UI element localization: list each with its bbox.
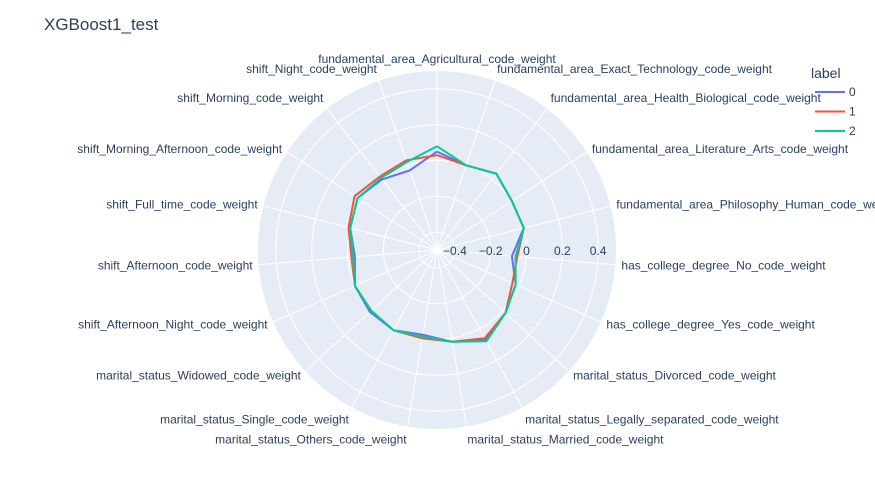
angular-gridline-11 [351, 249, 438, 408]
angular-axis-label-17: shift_Morning_code_weight [177, 91, 324, 105]
radial-tick-label-2: 0 [523, 244, 530, 258]
angular-gridline-6 [436, 249, 602, 323]
angular-gridline-2 [436, 108, 548, 251]
angular-axis-label-0: fundamental_area_Agricultural_code_weigh… [318, 52, 556, 66]
angular-axis-labels: fundamental_area_Agricultural_code_weigh… [77, 52, 875, 447]
angular-gridline-16 [286, 151, 438, 251]
angular-axis-label-16: shift_Morning_Afternoon_code_weight [77, 142, 282, 156]
angular-gridline-8 [436, 249, 523, 408]
legend-item-1[interactable]: 1 [815, 105, 856, 119]
angular-axis-label-13: shift_Afternoon_Night_code_weight [78, 317, 268, 331]
angular-axis-label-10: marital_status_Others_code_weight [215, 433, 407, 447]
angular-axis-label-8: marital_status_Legally_separated_code_we… [525, 413, 779, 427]
radial-tick-label-0: −0.4 [443, 244, 467, 258]
radial-tick-label-1: −0.2 [479, 244, 503, 258]
series-traces[interactable] [347, 145, 525, 343]
angular-axis-label-3: fundamental_area_Literature_Arts_code_we… [592, 142, 849, 156]
legend-label-0: 0 [849, 85, 856, 99]
angular-gridline-14 [258, 249, 438, 266]
radial-tick-label-4: 0.4 [590, 244, 607, 258]
series-line-2[interactable] [349, 145, 525, 343]
legend-label-2: 2 [849, 124, 856, 138]
legend-title: label [811, 65, 841, 81]
angular-axis-label-18: shift_Night_code_weight [246, 62, 377, 76]
angular-axis-label-6: has_college_degree_Yes_code_weight [606, 317, 815, 331]
legend-item-0[interactable]: 0 [815, 85, 856, 99]
angular-axis-label-14: shift_Afternoon_code_weight [98, 258, 253, 272]
legend-label-1: 1 [849, 105, 856, 119]
angular-axis-label-1: fundamental_area_Exact_Technology_code_w… [497, 62, 773, 76]
radial-tick-labels: −0.4 −0.2 0 0.2 0.4 [443, 244, 607, 258]
chart-title: XGBoost1_test [44, 15, 159, 34]
angular-axis-label-7: marital_status_Divorced_code_weight [573, 368, 776, 382]
angular-axis-label-12: marital_status_Widowed_code_weight [96, 368, 301, 382]
legend-item-2[interactable]: 2 [815, 124, 856, 138]
angular-axis-label-4: fundamental_area_Philosophy_Human_code_w… [616, 198, 875, 212]
legend[interactable]: label 0 1 2 [811, 65, 856, 138]
angular-gridline-18 [378, 80, 438, 251]
angular-axis-label-9: marital_status_Married_code_weight [467, 433, 664, 447]
angular-axis-label-11: marital_status_Single_code_weight [160, 413, 349, 427]
angular-gridline-9 [436, 249, 467, 427]
angular-axis-label-2: fundamental_area_Health_Biological_code_… [551, 91, 822, 105]
angular-axis-label-5: has_college_degree_No_code_weight [621, 258, 826, 272]
angular-axis-label-15: shift_Full_time_code_weight [106, 198, 258, 212]
angular-gridline-7 [436, 249, 570, 372]
radial-tick-label-3: 0.2 [554, 244, 571, 258]
angular-gridline-5 [436, 249, 616, 266]
